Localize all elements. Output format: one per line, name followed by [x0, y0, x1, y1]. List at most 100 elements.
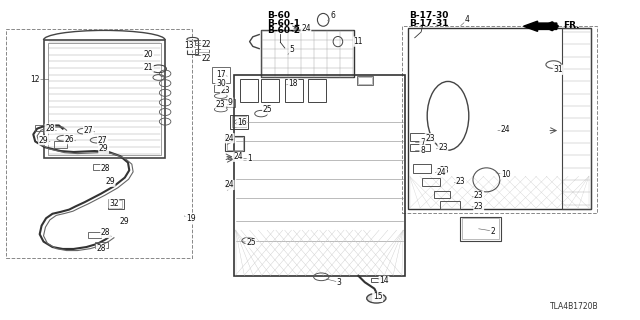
Text: 14: 14 [379, 276, 389, 285]
Text: 31: 31 [553, 65, 563, 74]
Text: B-60-1: B-60-1 [268, 19, 301, 28]
Text: 24: 24 [436, 168, 447, 177]
Text: 16: 16 [237, 118, 247, 127]
Bar [410, 144, 430, 151]
Bar [195, 49, 209, 55]
Text: 22: 22 [202, 54, 211, 63]
Bar [108, 199, 124, 209]
Text: 11: 11 [354, 37, 363, 46]
Bar [285, 79, 303, 102]
Bar [44, 40, 165, 158]
Text: 29: 29 [105, 177, 115, 186]
Text: 1: 1 [247, 154, 252, 163]
Bar [95, 242, 108, 248]
Text: 25: 25 [246, 238, 256, 247]
Bar [434, 191, 450, 198]
Text: 24: 24 [224, 180, 234, 189]
Bar [88, 232, 101, 238]
Bar [93, 164, 106, 170]
Bar [440, 201, 460, 209]
Text: 24: 24 [224, 134, 234, 143]
Text: 28: 28 [45, 124, 54, 133]
Bar [413, 164, 431, 173]
Text: 24: 24 [500, 125, 511, 134]
Bar [462, 218, 499, 239]
Circle shape [367, 293, 386, 303]
Text: 21: 21 [144, 63, 153, 72]
Text: 32: 32 [109, 199, 119, 208]
Text: 3: 3 [337, 278, 342, 287]
Text: 5: 5 [289, 45, 294, 54]
Text: 24: 24 [301, 24, 311, 33]
Text: 20: 20 [143, 50, 154, 59]
Text: 23: 23 [216, 100, 226, 109]
Text: 23: 23 [440, 166, 450, 175]
Text: 8: 8 [420, 146, 425, 155]
Text: 10: 10 [500, 170, 511, 179]
Bar [562, 28, 591, 209]
Text: 22: 22 [202, 40, 211, 49]
Bar [357, 76, 373, 85]
Bar [214, 85, 226, 92]
Text: 23: 23 [220, 86, 230, 95]
Bar [195, 40, 209, 45]
Text: 28: 28 [97, 244, 106, 253]
Text: 29: 29 [38, 136, 49, 145]
Text: 23: 23 [425, 134, 435, 143]
Text: 7: 7 [420, 138, 425, 147]
Text: 4: 4 [465, 15, 470, 24]
Text: 29: 29 [99, 144, 109, 153]
Bar [358, 77, 372, 84]
Text: TLA4B1720B: TLA4B1720B [550, 302, 599, 311]
Text: 23: 23 [456, 177, 466, 186]
Text: 24: 24 [233, 152, 243, 161]
Bar [422, 178, 440, 186]
Bar [308, 79, 326, 102]
Bar [240, 79, 258, 102]
Text: FR.: FR. [563, 21, 580, 30]
Text: 17: 17 [216, 70, 226, 79]
Text: 6: 6 [330, 11, 335, 20]
Bar [261, 79, 279, 102]
Bar [232, 116, 246, 127]
Text: 30: 30 [216, 79, 226, 88]
Bar [230, 115, 248, 129]
Bar [460, 217, 501, 241]
Text: 9: 9 [228, 98, 233, 107]
Bar [48, 43, 161, 155]
Text: 25: 25 [262, 105, 273, 114]
Text: 13: 13 [184, 41, 194, 50]
Text: 28: 28 [101, 228, 110, 237]
Bar [234, 75, 405, 276]
Text: 28: 28 [101, 164, 110, 173]
FancyArrow shape [524, 21, 557, 31]
Bar [6, 29, 192, 258]
Text: 26: 26 [64, 135, 74, 144]
Bar [408, 28, 591, 209]
Bar [212, 67, 230, 83]
Bar [35, 125, 48, 131]
Bar [261, 30, 354, 77]
Text: 2: 2 [490, 227, 495, 236]
Bar [371, 278, 383, 282]
Bar [223, 100, 233, 106]
Text: B-60-2: B-60-2 [268, 26, 301, 35]
Text: 23: 23 [438, 143, 448, 152]
Text: 29: 29 [120, 217, 130, 226]
Text: 12: 12 [31, 75, 40, 84]
Bar [221, 99, 235, 107]
Text: 23: 23 [474, 191, 484, 200]
Text: B-60: B-60 [268, 11, 291, 20]
Text: B-17-30: B-17-30 [410, 11, 449, 20]
Text: 15: 15 [372, 292, 383, 301]
Text: B-17-31: B-17-31 [410, 19, 449, 28]
Text: 27: 27 [97, 136, 108, 145]
Text: 23: 23 [474, 202, 484, 211]
Bar [54, 141, 67, 148]
Text: 19: 19 [186, 214, 196, 223]
Bar [225, 136, 244, 151]
Bar [402, 26, 597, 213]
Bar [187, 40, 198, 54]
Text: 18: 18 [289, 79, 298, 88]
Bar [227, 137, 243, 150]
